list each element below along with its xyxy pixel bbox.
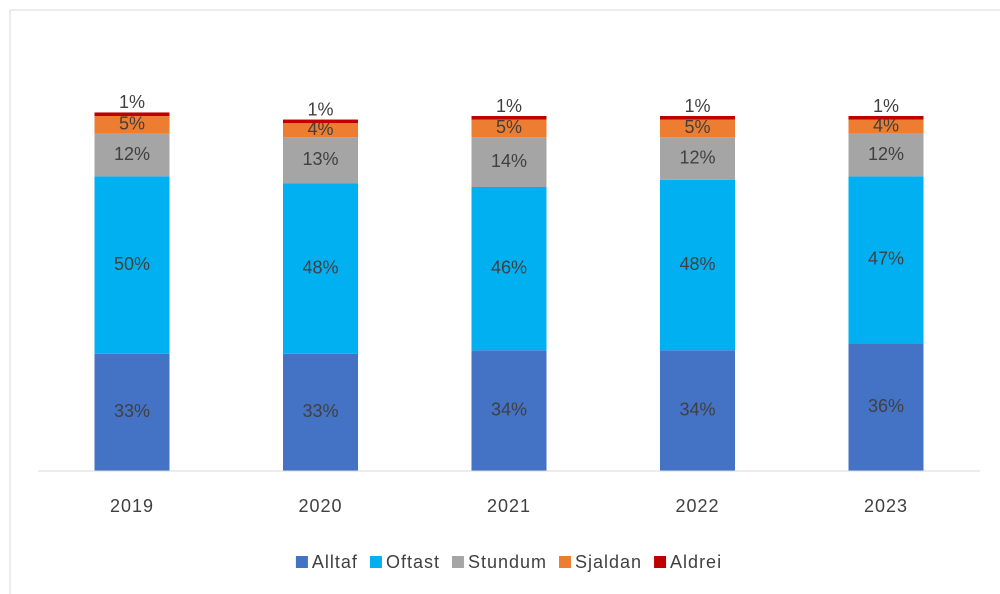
data-label: 34%: [679, 399, 715, 419]
bar-segment: [94, 133, 170, 177]
bar-segment: [848, 119, 924, 134]
legend-label: Oftast: [386, 552, 440, 572]
legend-swatch: [451, 556, 464, 568]
bar-segment: [471, 119, 547, 138]
x-tick-label: 2021: [487, 496, 531, 516]
bar-segment: [660, 179, 735, 351]
data-label: 47%: [868, 249, 904, 269]
data-label: 5%: [496, 117, 522, 137]
data-label: 13%: [302, 149, 338, 169]
bar-segment: [471, 116, 547, 120]
data-label: 1%: [873, 96, 899, 116]
legend-swatch: [654, 556, 667, 568]
bar-segment: [848, 176, 924, 344]
data-label: 12%: [679, 147, 715, 167]
bar-segment: [283, 183, 358, 354]
bar-segment: [660, 119, 735, 138]
legend-swatch: [559, 556, 572, 568]
bar-segment: [660, 116, 735, 120]
legend-label: Sjaldan: [575, 552, 642, 572]
bar-segment: [660, 350, 735, 471]
legend-label: Stundum: [468, 552, 547, 572]
bar-segment: [283, 123, 358, 138]
data-label: 50%: [114, 254, 150, 274]
bar-segment: [94, 116, 170, 134]
data-label: 12%: [114, 144, 150, 164]
data-label: 12%: [868, 144, 904, 164]
data-label: 36%: [868, 396, 904, 416]
bar-segment: [848, 133, 924, 177]
data-label: 33%: [114, 401, 150, 421]
bar-segment: [660, 137, 735, 180]
legend-label: Alltaf: [312, 552, 358, 572]
bar-segment: [471, 350, 547, 471]
x-tick-label: 2022: [675, 496, 719, 516]
data-label: 1%: [684, 96, 710, 116]
data-label: 1%: [119, 92, 145, 112]
data-label: 5%: [684, 117, 710, 137]
data-label: 48%: [679, 254, 715, 274]
x-tick-label: 2019: [110, 496, 154, 516]
legend-swatch: [369, 556, 382, 568]
data-label: 48%: [302, 257, 338, 277]
legend-swatch: [295, 556, 308, 568]
data-label: 5%: [119, 114, 145, 134]
bar-segment: [94, 353, 170, 471]
data-label: 4%: [307, 119, 333, 139]
bar-segment: [283, 137, 358, 184]
data-label: 33%: [302, 401, 338, 421]
x-tick-label: 2023: [864, 496, 908, 516]
bar-segment: [283, 119, 358, 124]
bar-segment: [283, 353, 358, 471]
data-label: 1%: [307, 99, 333, 119]
bar-segment: [94, 112, 170, 116]
legend-label: Aldrei: [670, 552, 722, 572]
bar-segment: [471, 137, 547, 187]
x-tick-label: 2020: [298, 496, 342, 516]
data-label: 14%: [491, 151, 527, 171]
bar-segment: [94, 176, 170, 354]
data-label: 1%: [496, 96, 522, 116]
data-label: 4%: [873, 115, 899, 135]
bar-segment: [848, 116, 924, 120]
data-label: 46%: [491, 257, 527, 277]
bar-segment: [848, 343, 924, 471]
bar-segment: [471, 187, 547, 351]
data-label: 34%: [491, 399, 527, 419]
